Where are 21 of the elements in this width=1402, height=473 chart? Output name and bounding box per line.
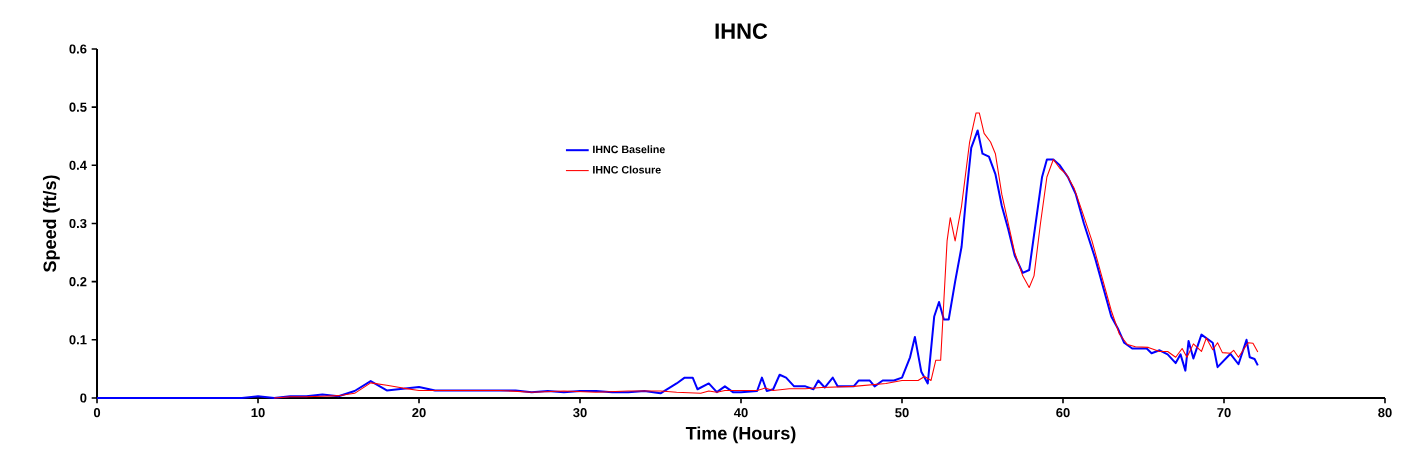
x-tick-label: 70: [1217, 408, 1231, 418]
y-tick-label: 0.1: [69, 335, 87, 345]
x-axis-title: Time (Hours): [685, 426, 796, 444]
y-axis-title: Speed (ft/s): [42, 175, 60, 272]
legend-label: IHNC Closure: [593, 165, 661, 174]
x-tick-label: 60: [1056, 408, 1070, 418]
x-tick-label: 80: [1378, 408, 1392, 418]
chart-title: IHNC: [715, 23, 768, 39]
y-tick-label: 0.6: [69, 44, 87, 54]
y-tick-label: 0.3: [69, 218, 87, 229]
y-tick-label: 0.4: [69, 160, 87, 170]
x-tick-label: 10: [251, 408, 265, 418]
x-tick-label: 0: [93, 408, 101, 418]
y-tick-label: 0.5: [69, 102, 87, 112]
y-tick-label: 0: [80, 393, 87, 403]
y-tick-label: 0.2: [69, 277, 87, 287]
x-tick-label: 40: [733, 408, 748, 418]
x-tick-label: 50: [895, 408, 909, 418]
legend-label: IHNC Baseline: [593, 145, 665, 154]
x-tick-label: 30: [573, 408, 587, 418]
x-tick-label: 20: [412, 408, 426, 418]
